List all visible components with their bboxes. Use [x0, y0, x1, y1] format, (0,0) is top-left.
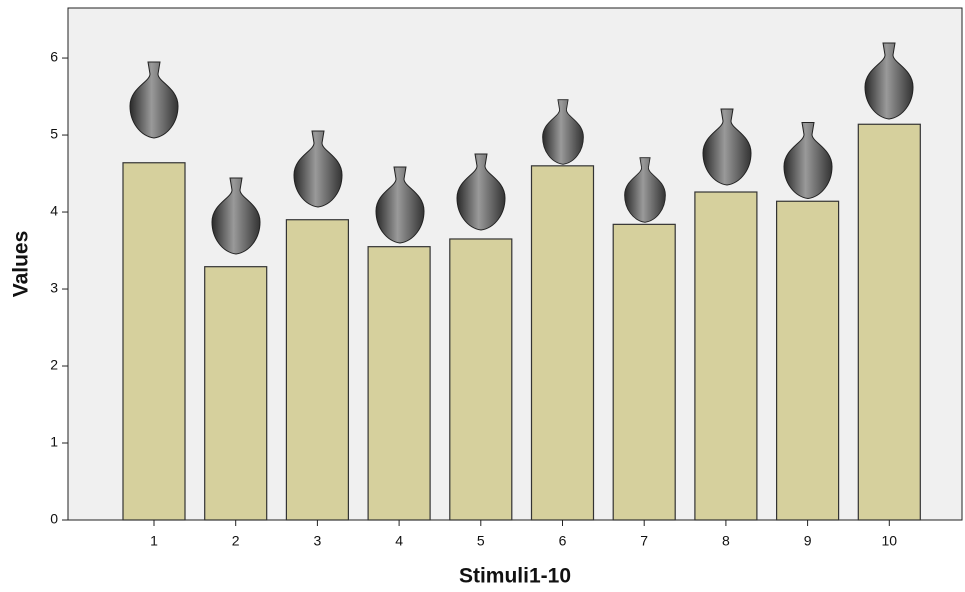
bar [613, 224, 675, 520]
bar [368, 247, 430, 520]
bar [695, 192, 757, 520]
bar [777, 201, 839, 520]
x-tick-label: 5 [477, 533, 485, 549]
y-tick-label: 6 [50, 49, 58, 65]
bar [205, 267, 267, 520]
y-tick-label: 3 [50, 280, 58, 296]
x-tick-label: 3 [314, 533, 322, 549]
x-tick-label: 9 [804, 533, 812, 549]
y-tick-label: 4 [50, 203, 58, 219]
bar [532, 166, 594, 520]
x-tick-label: 6 [559, 533, 567, 549]
y-tick-label: 5 [50, 126, 58, 142]
x-tick-label: 1 [150, 533, 158, 549]
x-tick-label: 8 [722, 533, 730, 549]
y-axis-title: Values [10, 231, 33, 298]
chart: 0 1 2 3 4 5 6 1 2 3 4 5 6 7 8 9 10 Stimuli1-10 Values [0, 0, 965, 592]
y-tick-label: 0 [50, 511, 58, 527]
y-tick-label: 1 [50, 434, 58, 450]
x-axis-title: Stimuli1-10 [459, 565, 571, 588]
bar [123, 163, 185, 520]
bar [858, 124, 920, 520]
bar [286, 220, 348, 520]
bar [450, 239, 512, 520]
y-tick-label: 2 [50, 357, 58, 373]
x-tick-label: 4 [395, 533, 403, 549]
x-tick-label: 2 [232, 533, 240, 549]
x-tick-label: 10 [882, 533, 898, 549]
x-tick-label: 7 [640, 533, 648, 549]
